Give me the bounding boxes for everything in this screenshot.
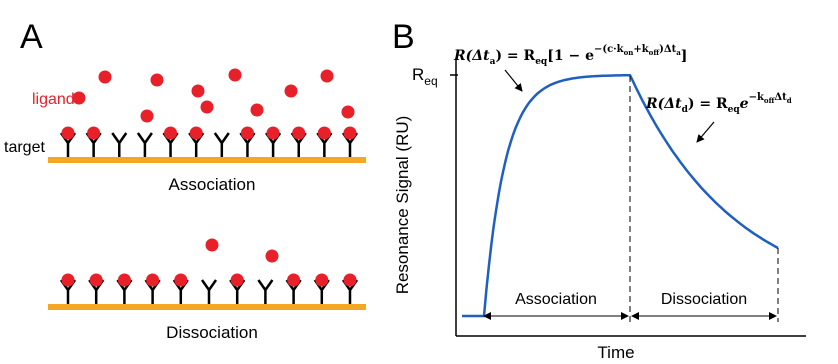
receptor	[285, 273, 302, 304]
receptor	[313, 273, 330, 304]
panel-b: B Req Resonance Signal (RU) Time Associa…	[392, 18, 806, 362]
sensorgram-curve	[462, 73, 779, 318]
bound-ligand	[315, 273, 329, 287]
association-phase-label: Association	[515, 291, 597, 308]
ligand-dot	[320, 69, 334, 83]
receptor	[136, 132, 153, 157]
sensor-surface-dissociation	[48, 304, 366, 310]
association-equation: R(Δta) = Req[1 − e−(c·kon+koff)Δta]	[453, 44, 687, 67]
ligand-dot	[228, 68, 242, 82]
receptor	[265, 126, 282, 157]
receptor	[59, 126, 77, 157]
receptor-row-dissociation	[59, 273, 359, 304]
receptor	[341, 126, 359, 157]
ligand-dot	[200, 100, 214, 114]
bound-ligand	[343, 126, 357, 140]
free-ligands-association	[72, 68, 355, 123]
bound-ligand	[317, 126, 331, 140]
bound-ligand	[61, 273, 75, 287]
ligand-dot	[140, 109, 154, 123]
dissociation-equation-pointer	[696, 121, 715, 143]
ligand-dot	[341, 105, 355, 119]
bound-ligand	[287, 273, 301, 287]
ligand-dot	[98, 70, 112, 84]
receptor	[239, 126, 256, 157]
receptor	[290, 126, 307, 157]
bound-ligand	[61, 126, 75, 140]
receptor	[172, 273, 189, 304]
ligand-dot	[250, 103, 264, 117]
receptor	[188, 126, 205, 157]
receptor-row-association	[59, 126, 359, 157]
x-axis-label: Time	[597, 343, 634, 362]
receptor	[229, 273, 246, 304]
dissociation-equation: R(Δtd) = Reqe−koffΔtd	[645, 92, 792, 115]
panel-a-letter: A	[20, 18, 43, 56]
ligand-dot	[265, 249, 279, 263]
bound-ligand	[146, 273, 160, 287]
receptor	[111, 132, 128, 157]
receptor	[85, 126, 102, 157]
association-label: Association	[169, 175, 256, 194]
bound-ligand	[174, 273, 188, 287]
receptor	[88, 273, 105, 304]
receptor	[213, 132, 230, 157]
bound-ligand	[292, 126, 306, 140]
req-label: Req	[412, 65, 438, 88]
bound-ligand	[266, 126, 280, 140]
ligand-dot	[191, 84, 205, 98]
bound-ligand	[87, 126, 101, 140]
dissociation-phase-label: Dissociation	[661, 291, 747, 308]
panel-b-letter: B	[392, 18, 415, 56]
bound-ligand	[343, 273, 357, 287]
receptor	[116, 273, 133, 304]
ligand-dot	[284, 84, 298, 98]
bound-ligand	[164, 126, 178, 140]
receptor	[59, 273, 77, 304]
bound-ligand	[189, 126, 203, 140]
receptor	[162, 126, 179, 157]
receptor	[257, 279, 274, 304]
dissociation-label: Dissociation	[166, 323, 258, 342]
receptor	[144, 273, 161, 304]
ligand-dot	[150, 73, 164, 87]
receptor	[200, 279, 218, 304]
bound-ligand	[230, 273, 244, 287]
bound-ligand	[89, 273, 103, 287]
free-ligands-dissociation	[205, 238, 279, 263]
receptor	[316, 126, 333, 157]
bound-ligand	[240, 126, 254, 140]
y-axis-label: Resonance Signal (RU)	[393, 116, 412, 295]
ligand-dot	[72, 91, 86, 105]
ligand-label: ligand	[32, 91, 75, 108]
panel-a: A ligand target Association	[4, 18, 366, 342]
receptor	[341, 273, 359, 304]
bound-ligand	[117, 273, 131, 287]
association-equation-pointer	[504, 69, 523, 92]
sensor-surface-association	[48, 157, 366, 163]
ligand-dot	[205, 238, 219, 252]
target-label: target	[4, 139, 45, 156]
